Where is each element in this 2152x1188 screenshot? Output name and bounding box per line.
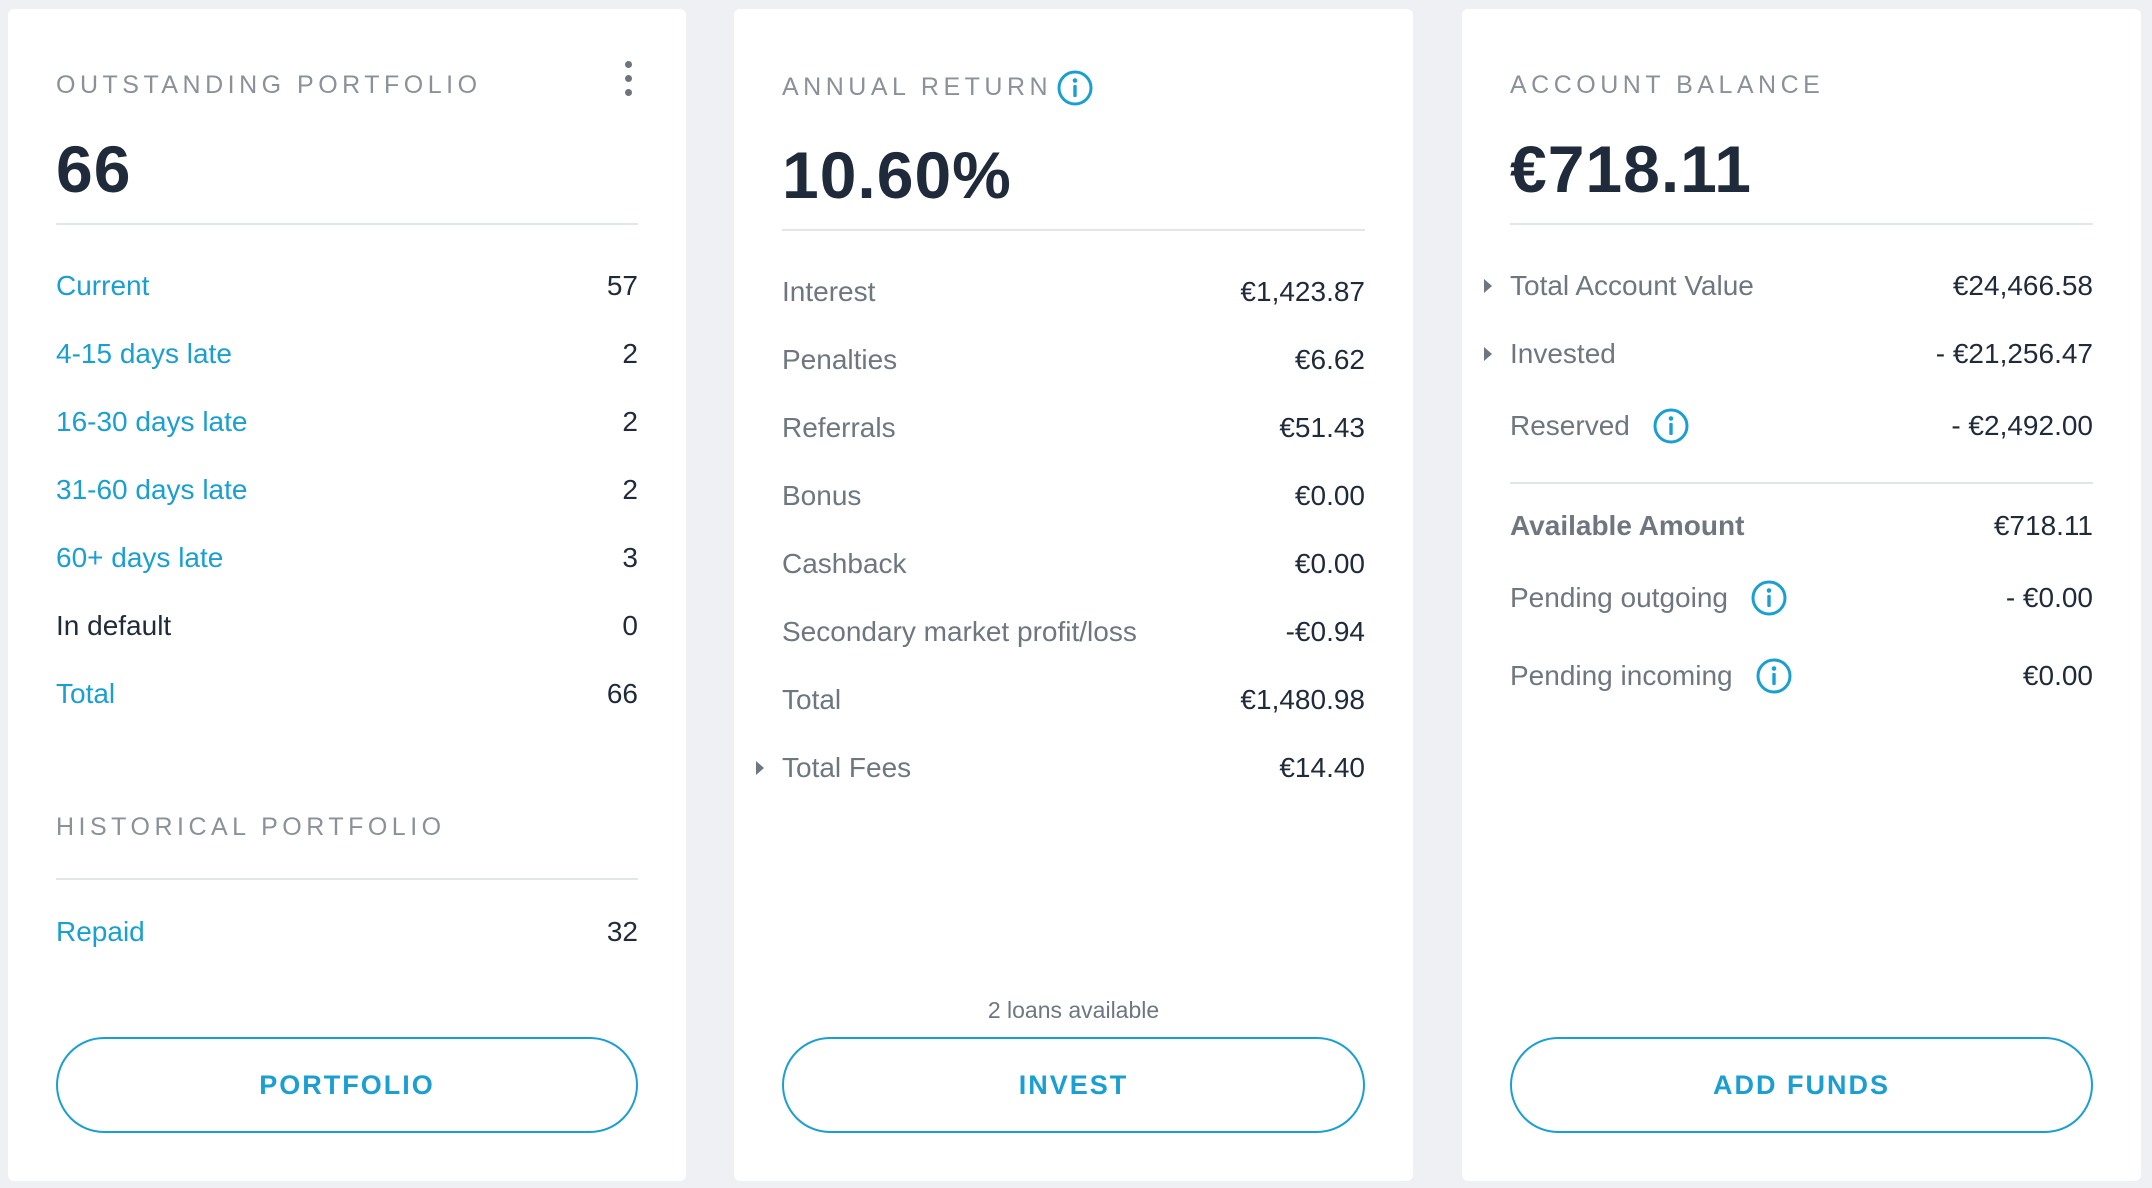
balance-row-value: - €0.00 — [2005, 582, 2093, 613]
outstanding-portfolio-total: 66 — [56, 132, 132, 206]
balance-row-total-account-value[interactable]: Total Account Value €24,466.58 — [1484, 266, 2093, 306]
return-row-value: €0.00 — [1294, 548, 1365, 579]
portfolio-row-value: 2 — [622, 406, 638, 437]
info-icon[interactable] — [1755, 657, 1793, 695]
return-row-label: Cashback — [782, 548, 907, 579]
divider — [56, 223, 638, 225]
balance-row-pending-incoming: Pending incoming €0.00 — [1510, 656, 2093, 696]
divider — [782, 229, 1365, 231]
portfolio-row-31-60-days-late[interactable]: 31-60 days late 2 — [56, 470, 638, 510]
return-row-interest: Interest €1,423.87 — [782, 272, 1365, 312]
caret-right-icon[interactable] — [1484, 347, 1492, 361]
balance-row-label-wrap: Reserved — [1510, 407, 1690, 445]
portfolio-row-value: 3 — [622, 542, 638, 573]
add-funds-button[interactable]: ADD FUNDS — [1510, 1037, 2093, 1133]
portfolio-row-total[interactable]: Total 66 — [56, 674, 638, 714]
portfolio-row-label[interactable]: 16-30 days late — [56, 406, 248, 437]
outstanding-portfolio-card: OUTSTANDING PORTFOLIO 66 Current 57 4-15… — [8, 9, 686, 1181]
portfolio-row-value: 2 — [622, 338, 638, 369]
info-icon[interactable] — [1652, 407, 1690, 445]
info-icon[interactable] — [1750, 579, 1788, 617]
return-row-secondary-market: Secondary market profit/loss -€0.94 — [782, 612, 1365, 652]
return-row-label[interactable]: Total Fees — [782, 752, 912, 783]
portfolio-row-label[interactable]: 4-15 days late — [56, 338, 232, 369]
return-row-label: Total — [782, 684, 842, 715]
balance-row-label[interactable]: Total Account Value — [1510, 270, 1754, 301]
balance-row-value: - €2,492.00 — [1951, 410, 2093, 441]
return-row-label: Interest — [782, 276, 876, 307]
account-balance-value: €718.11 — [1510, 132, 1752, 206]
balance-row-label[interactable]: Invested — [1510, 338, 1616, 369]
return-row-cashback: Cashback €0.00 — [782, 544, 1365, 584]
account-balance-card: ACCOUNT BALANCE €718.11 Total Account Va… — [1462, 9, 2141, 1181]
balance-row-invested[interactable]: Invested - €21,256.47 — [1484, 334, 2093, 374]
divider — [1510, 482, 2093, 484]
loans-available-text: 2 loans available — [987, 997, 1160, 1023]
balance-row-label-wrap: Pending incoming — [1510, 657, 1793, 695]
portfolio-row-60-plus-days-late[interactable]: 60+ days late 3 — [56, 538, 638, 578]
return-row-bonus: Bonus €0.00 — [782, 476, 1365, 516]
balance-row-value: €0.00 — [2022, 660, 2093, 691]
balance-row-value: €718.11 — [1993, 510, 2093, 541]
balance-row-label: Available Amount — [1510, 510, 1745, 541]
return-row-value: €6.62 — [1294, 344, 1365, 375]
portfolio-row-16-30-days-late[interactable]: 16-30 days late 2 — [56, 402, 638, 442]
kebab-menu-icon[interactable] — [618, 59, 638, 99]
info-icon[interactable] — [1056, 69, 1094, 107]
portfolio-row-label[interactable]: Current — [56, 270, 150, 301]
caret-right-icon[interactable] — [756, 761, 764, 775]
return-row-value: €14.40 — [1279, 752, 1365, 783]
return-row-referrals: Referrals €51.43 — [782, 408, 1365, 448]
return-row-value: -€0.94 — [1285, 616, 1365, 647]
invest-button[interactable]: INVEST — [782, 1037, 1365, 1133]
portfolio-row-value: 57 — [606, 270, 638, 301]
historical-portfolio-title: HISTORICAL PORTFOLIO — [56, 813, 446, 841]
return-row-label: Secondary market profit/loss — [782, 616, 1137, 647]
portfolio-row-label[interactable]: Repaid — [56, 916, 145, 947]
return-row-value: €0.00 — [1294, 480, 1365, 511]
balance-row-value: - €21,256.47 — [1935, 338, 2093, 369]
return-row-value: €51.43 — [1279, 412, 1365, 443]
portfolio-row-label: In default — [56, 610, 172, 641]
portfolio-row-value: 2 — [622, 474, 638, 505]
divider — [56, 878, 638, 880]
caret-right-icon[interactable] — [1484, 279, 1492, 293]
balance-row-label-wrap: Pending outgoing — [1510, 579, 1788, 617]
balance-row-label: Reserved — [1510, 410, 1630, 441]
return-row-label: Bonus — [782, 480, 862, 511]
return-row-value: €1,480.98 — [1240, 684, 1365, 715]
portfolio-row-4-15-days-late[interactable]: 4-15 days late 2 — [56, 334, 638, 374]
portfolio-row-in-default: In default 0 — [56, 606, 638, 646]
portfolio-row-value: 32 — [606, 916, 638, 947]
return-row-label: Referrals — [782, 412, 896, 443]
annual-return-title: ANNUAL RETURN — [782, 73, 1053, 101]
balance-row-label: Pending incoming — [1510, 660, 1733, 691]
portfolio-row-label[interactable]: 31-60 days late — [56, 474, 248, 505]
return-row-label: Penalties — [782, 344, 898, 375]
return-row-value: €1,423.87 — [1240, 276, 1365, 307]
portfolio-row-current[interactable]: Current 57 — [56, 266, 638, 306]
annual-return-value: 10.60% — [782, 138, 1012, 212]
balance-row-available-amount: Available Amount €718.11 — [1510, 506, 2093, 546]
portfolio-row-label[interactable]: Total — [56, 678, 116, 709]
balance-row-value: €24,466.58 — [1952, 270, 2093, 301]
outstanding-portfolio-title: OUTSTANDING PORTFOLIO — [56, 71, 482, 99]
balance-row-reserved: Reserved - €2,492.00 — [1510, 406, 2093, 446]
portfolio-row-label[interactable]: 60+ days late — [56, 542, 224, 573]
portfolio-row-value: 66 — [606, 678, 638, 709]
divider — [1510, 223, 2093, 225]
return-row-total-fees[interactable]: Total Fees €14.40 — [756, 748, 1365, 788]
return-row-penalties: Penalties €6.62 — [782, 340, 1365, 380]
balance-row-pending-outgoing: Pending outgoing - €0.00 — [1510, 578, 2093, 618]
portfolio-row-repaid[interactable]: Repaid 32 — [56, 912, 638, 952]
account-balance-title: ACCOUNT BALANCE — [1510, 71, 1825, 99]
portfolio-row-value: 0 — [622, 610, 638, 641]
balance-row-label: Pending outgoing — [1510, 582, 1728, 613]
return-row-total: Total €1,480.98 — [782, 680, 1365, 720]
annual-return-card: ANNUAL RETURN 10.60% Interest €1,423.87 … — [734, 9, 1413, 1181]
portfolio-button[interactable]: PORTFOLIO — [56, 1037, 638, 1133]
